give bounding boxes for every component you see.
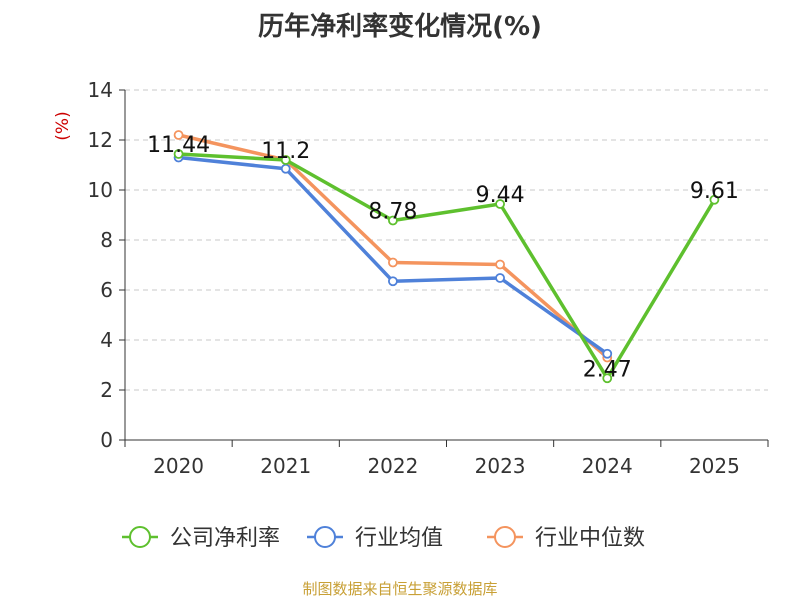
point-industry-mean [280,163,291,174]
x-tick-label: 2020 [153,454,204,478]
data-label: 9.44 [476,183,525,208]
point-company [388,215,398,226]
series-line-industry-mean [178,155,609,356]
y-tick-label: 0 [100,428,113,452]
y-tick-label: 14 [88,78,113,102]
legend-marker [494,526,516,548]
x-tick-label: 2023 [475,454,526,478]
y-tick-label: 12 [88,128,113,152]
point-industry-median [495,259,505,270]
y-tick-label: 6 [100,278,113,302]
data-label: 2.47 [583,357,632,382]
point-industry-median [388,257,398,268]
series-line-industry-median [178,133,609,359]
data-label: 8.78 [368,200,417,225]
x-tick-label: 2024 [582,454,633,478]
legend-label: 公司净利率 [170,526,280,551]
y-axis-label: (%) [53,111,73,140]
y-tick-label: 10 [88,178,113,202]
point-industry-median [173,130,184,140]
legend-label: 行业中位数 [535,526,645,551]
legend-marker [314,526,336,548]
y-tick-label: 4 [100,328,113,352]
x-tick-label: 2025 [689,454,740,478]
chart-title: 历年净利率变化情况(%) [258,12,542,42]
point-industry-mean [602,348,613,359]
legend-label: 行业均值 [355,526,443,551]
point-company [709,194,720,205]
point-company [495,199,505,209]
source-footer: 制图数据来自恒生聚源数据库 [302,580,498,598]
point-company [280,155,291,165]
x-tick-label: 2022 [367,454,418,478]
data-label: 11.44 [147,133,210,158]
y-tick-label: 8 [100,228,113,252]
series-line-company [178,152,716,381]
data-label: 9.61 [690,179,739,204]
y-tick-label: 2 [100,378,113,402]
point-company [173,149,184,159]
data-label: 11.2 [261,139,310,164]
x-tick-label: 2021 [260,454,311,478]
point-company [602,373,613,384]
point-industry-mean [388,276,398,287]
legend-marker [129,526,151,548]
point-industry-mean [495,273,505,283]
